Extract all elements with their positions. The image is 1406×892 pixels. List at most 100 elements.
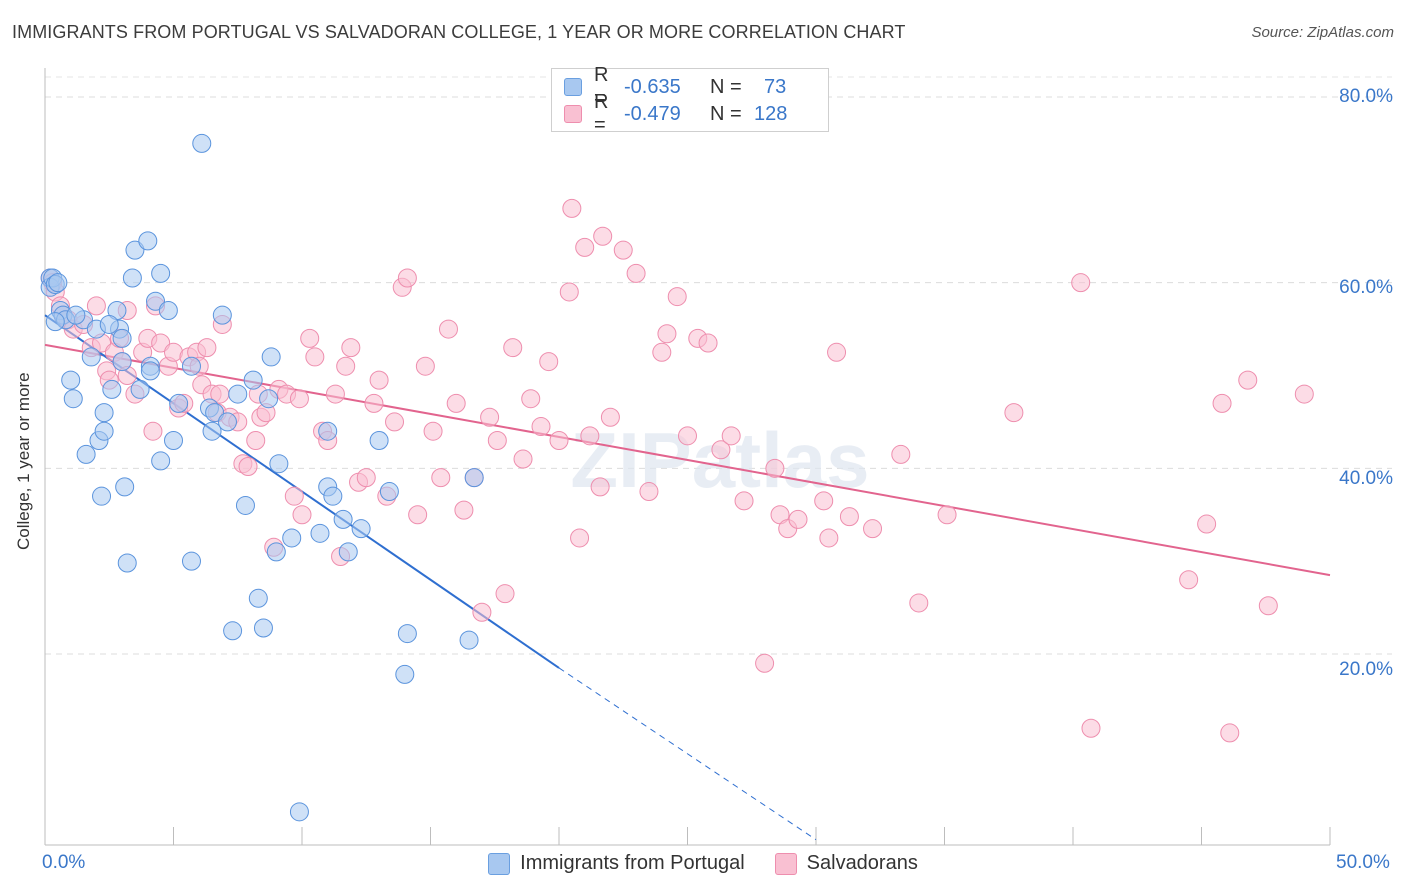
salvadorans-point [325, 384, 345, 404]
portugal-swatch [564, 78, 582, 96]
salvadorans-point [438, 319, 458, 339]
salvadorans-point [503, 338, 523, 358]
salvadorans-point [356, 468, 376, 488]
salvadorans-point [197, 338, 217, 358]
salvadorans-point [819, 528, 839, 548]
legend-label: Salvadorans [806, 852, 918, 874]
salvadorans-point [480, 407, 500, 427]
stats-legend-row-portugal: R = -0.635 N = 73 [564, 64, 786, 109]
salvadorans-point [408, 505, 428, 525]
x-tick-min: 0.0% [42, 852, 86, 873]
portugal-legend-swatch [488, 852, 511, 875]
portugal-point [212, 305, 232, 325]
salvadorans-point [734, 491, 754, 511]
portugal-point [117, 553, 137, 573]
y-tick-60: 60.0% [1339, 277, 1393, 298]
legend-label: Immigrants from Portugal [520, 852, 745, 874]
salvadorans-point [827, 342, 847, 362]
portugal-point [369, 430, 389, 450]
salvadorans-point [678, 426, 697, 446]
salvadorans-point [238, 456, 258, 476]
salvadorans-point [1004, 403, 1024, 423]
portugal-point [181, 356, 201, 376]
portugal-point [223, 621, 243, 641]
salvadorans-point [1238, 370, 1258, 390]
portugal-point [181, 551, 201, 571]
portugal-point [122, 268, 142, 288]
salvadorans-point [590, 477, 610, 497]
legend-item-portugal[interactable]: Immigrants from Portugal [488, 852, 745, 875]
salvadorans-point [423, 421, 443, 441]
portugal-point [459, 630, 479, 650]
portugal-point [63, 389, 83, 409]
salvadorans-point [1220, 723, 1240, 743]
salvadorans-point [531, 417, 551, 437]
salvadorans-point [1179, 570, 1199, 590]
salvadorans-point [1258, 596, 1278, 616]
salvadorans-point [415, 356, 435, 376]
stats-legend-row-salvadorans: R = -0.479 N = 128 [564, 91, 787, 136]
portugal-point [81, 347, 101, 367]
portugal-point [253, 618, 273, 638]
portugal-point [261, 347, 281, 367]
portugal-point [61, 370, 81, 390]
portugal-point [151, 263, 171, 283]
portugal-point [338, 542, 358, 562]
salvadorans-point [667, 287, 687, 307]
y-tick-40: 40.0% [1339, 468, 1393, 489]
salvadorans-point [613, 240, 633, 260]
salvadorans-point [487, 430, 507, 450]
portugal-point [112, 328, 132, 348]
portugal-point [102, 379, 122, 399]
salvadorans-point [521, 389, 541, 409]
salvadorans-point [397, 268, 417, 288]
salvadorans-point [151, 333, 171, 353]
r-value: -0.635 [624, 75, 681, 98]
salvadorans-point [495, 584, 515, 604]
portugal-point [66, 305, 86, 325]
portugal-point [351, 519, 371, 539]
salvadorans-point [341, 338, 361, 358]
portugal-point [94, 403, 114, 423]
salvadorans-point [580, 426, 600, 446]
salvadorans-point [657, 324, 677, 344]
salvadorans-point [937, 505, 957, 525]
salvadorans-point [562, 198, 582, 218]
portugal-point [164, 430, 183, 450]
portugal-point [205, 403, 225, 423]
salvadorans-point [814, 491, 834, 511]
portugal-point [158, 301, 178, 321]
watermark: ZIPatlas [570, 416, 869, 504]
stats-legend: R = -0.635 N = 73 R = -0.479 N = 128 [551, 64, 829, 136]
salvadorans-point [300, 328, 320, 348]
portugal-point [310, 523, 330, 543]
salvadorans-point [305, 347, 325, 367]
salvadorans-point [765, 458, 785, 478]
salvadorans-point [549, 430, 569, 450]
r-label: R = [594, 64, 609, 109]
salvadorans-point [1081, 718, 1101, 738]
salvadorans-point [593, 226, 613, 246]
r-label: R = [594, 91, 609, 136]
y-tick-20: 20.0% [1339, 659, 1393, 680]
portugal-point [151, 451, 171, 471]
y-tick-80: 80.0% [1339, 86, 1393, 107]
portugal-point [94, 421, 114, 441]
x-tick-max: 50.0% [1336, 852, 1390, 873]
salvadorans-point [513, 449, 533, 469]
portugal-point [112, 352, 132, 372]
portugal-point [125, 240, 145, 260]
salvadorans-point [652, 342, 672, 362]
salvadorans-point [721, 426, 741, 446]
salvadorans-point [472, 602, 492, 622]
salvadorans-point [246, 430, 266, 450]
portugal-point [259, 389, 279, 409]
salvadorans-swatch [564, 105, 582, 123]
salvadorans-point [788, 509, 808, 529]
portugal-point [243, 370, 263, 390]
portugal-point [217, 412, 237, 432]
portugal-point [48, 273, 68, 293]
portugal-point [45, 312, 65, 332]
legend-item-salvadorans[interactable]: Salvadorans [774, 852, 918, 875]
